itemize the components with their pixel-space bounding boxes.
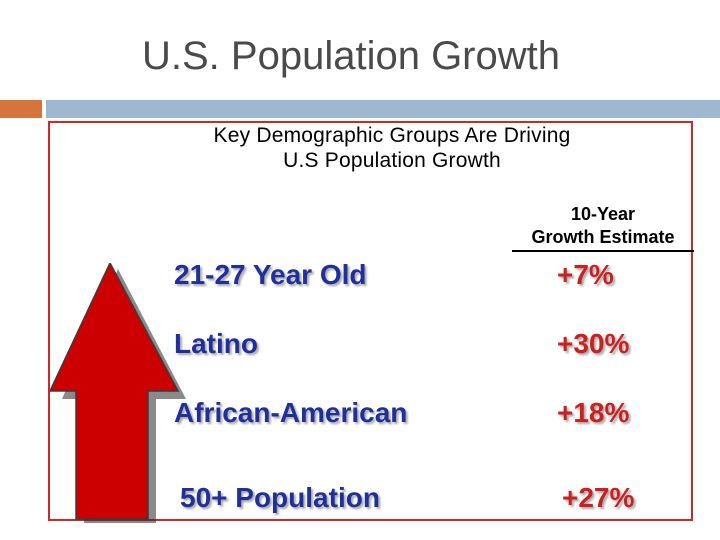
panel-title: Key Demographic Groups Are Driving U.S P… xyxy=(162,123,622,173)
panel-title-line2: U.S Population Growth xyxy=(283,149,501,172)
row-label-50-plus: 50+ Population xyxy=(180,482,380,513)
growth-estimate-header-line2: Growth Estimate xyxy=(531,227,675,247)
up-arrow-icon xyxy=(50,263,186,523)
slide-title: U.S. Population Growth xyxy=(142,34,560,78)
demographics-panel: Key Demographic Groups Are Driving U.S P… xyxy=(48,121,694,523)
row-label-african-american: African-American xyxy=(174,397,408,428)
row-value-latino: +30% xyxy=(557,328,630,359)
growth-estimate-header: 10-Year Growth Estimate xyxy=(512,203,694,252)
accent-bar-orange xyxy=(0,100,42,118)
row-value-21-27: +7% xyxy=(557,259,614,290)
row-value-african-american: +18% xyxy=(557,397,630,428)
row-value-50-plus: +27% xyxy=(562,482,635,513)
row-label-latino: Latino xyxy=(174,328,258,359)
panel-title-line1: Key Demographic Groups Are Driving xyxy=(213,124,571,147)
row-label-21-27: 21-27 Year Old xyxy=(174,259,367,290)
accent-bar-blue xyxy=(46,100,720,118)
growth-estimate-header-line1: 10-Year xyxy=(570,204,636,224)
